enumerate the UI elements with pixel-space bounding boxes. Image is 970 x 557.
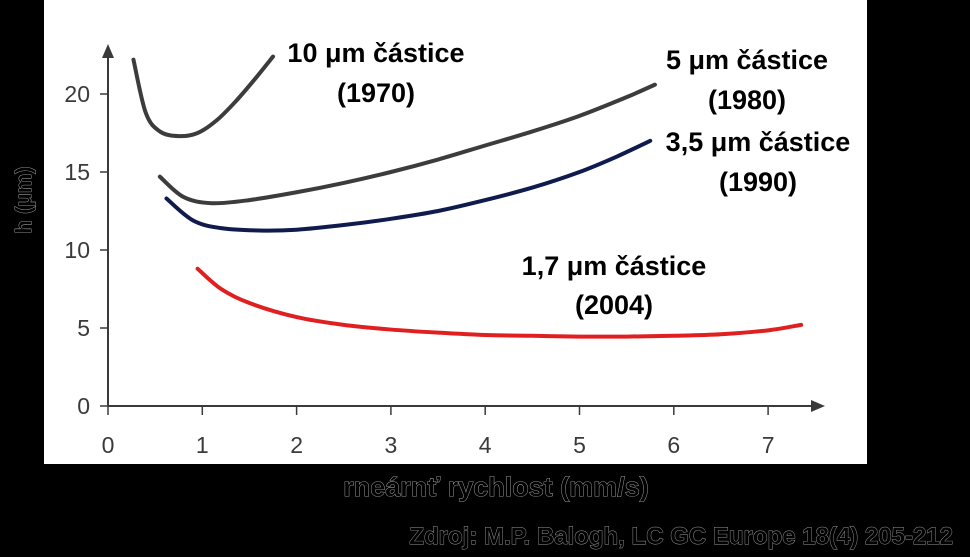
x-tick-label: 4 bbox=[479, 432, 492, 458]
y-tick-label: 20 bbox=[64, 81, 90, 107]
series-line-0 bbox=[131, 54, 276, 139]
series-line-2 bbox=[164, 138, 653, 233]
x-tick-label: 6 bbox=[667, 432, 680, 458]
source-citation: Zdroj: M.P. Balogh, LC GC Europe 18(4) 2… bbox=[409, 523, 953, 550]
series-year-1: (1980) bbox=[708, 85, 786, 115]
y-axis-title: h (μm) bbox=[11, 166, 36, 233]
x-tick-label: 1 bbox=[196, 432, 209, 458]
series-label-1: 5 μm částice bbox=[666, 45, 828, 75]
x-tick-label: 7 bbox=[762, 432, 775, 458]
x-tick-label: 2 bbox=[290, 432, 303, 458]
series-layer bbox=[131, 54, 804, 339]
series-year-3: (2004) bbox=[575, 290, 653, 320]
x-tick-label: 0 bbox=[102, 432, 115, 458]
series-label-2: 3,5 μm částice bbox=[666, 127, 851, 157]
x-tick-label: 3 bbox=[385, 432, 398, 458]
y-axis-arrow bbox=[102, 44, 114, 58]
y-tick-label: 5 bbox=[77, 315, 90, 341]
axes: 0 1 2 3 4 5 6 7 0 5 10 15 20 bbox=[64, 44, 825, 458]
series-year-0: (1970) bbox=[337, 78, 415, 108]
series-year-2: (1990) bbox=[719, 167, 797, 197]
y-tick-label: 15 bbox=[64, 159, 90, 185]
y-tick-label: 10 bbox=[64, 237, 90, 263]
y-tick-label: 0 bbox=[77, 393, 90, 419]
x-tick-label: 5 bbox=[573, 432, 586, 458]
x-axis-title: rneárnť rychlost (mm/s) bbox=[343, 472, 649, 502]
series-line-3 bbox=[195, 266, 804, 339]
x-axis-arrow bbox=[811, 400, 825, 412]
series-labels: 10 μm částice (1970) 5 μm částice (1980) 3,5… bbox=[287, 38, 850, 320]
plot-panel bbox=[44, 0, 867, 464]
series-line-1 bbox=[157, 82, 657, 206]
series-label-0: 10 μm částice bbox=[287, 38, 464, 68]
series-label-3: 1,7 μm částice bbox=[522, 251, 707, 281]
